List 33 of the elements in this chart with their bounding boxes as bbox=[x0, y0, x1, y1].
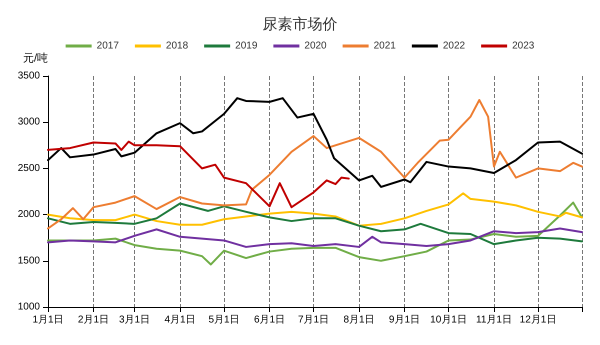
x-tick-label: 2月1日 bbox=[78, 314, 110, 326]
y-tick-label: 3500 bbox=[18, 70, 40, 82]
legend-label: 2020 bbox=[304, 40, 328, 52]
y-axis-title: 元/吨 bbox=[22, 52, 48, 64]
x-tick-label: 10月1日 bbox=[430, 314, 467, 326]
legend-label: 2021 bbox=[374, 40, 396, 52]
x-tick-label: 7月1日 bbox=[298, 314, 330, 326]
line-series bbox=[47, 227, 583, 248]
x-tick-label: 8月1日 bbox=[343, 314, 375, 326]
x-tick-label: 12月1日 bbox=[520, 314, 556, 326]
line-series bbox=[47, 202, 583, 246]
line-series bbox=[47, 140, 350, 208]
line-series bbox=[47, 192, 583, 227]
x-tick-label: 5月1日 bbox=[208, 314, 240, 326]
x-tick-label: 3月1日 bbox=[118, 314, 150, 326]
x-tick-label: 4月1日 bbox=[164, 314, 196, 326]
legend-label: 2022 bbox=[442, 40, 466, 52]
x-tick-label: 9月1日 bbox=[388, 314, 420, 326]
y-tick-label: 1000 bbox=[18, 302, 40, 312]
x-tick-label: 11月1日 bbox=[476, 314, 512, 326]
y-tick-label: 2000 bbox=[18, 209, 40, 220]
chart-title: 尿素市场价 bbox=[262, 16, 338, 33]
x-tick-label: 6月1日 bbox=[254, 314, 286, 326]
legend-label: 2019 bbox=[235, 40, 258, 52]
legend-label: 2017 bbox=[96, 40, 120, 52]
x-tick-label: 1月1日 bbox=[32, 314, 64, 326]
y-tick-label: 1500 bbox=[18, 255, 40, 266]
y-tick-label: 3000 bbox=[18, 116, 40, 128]
line-series bbox=[47, 99, 583, 230]
line-series bbox=[47, 202, 583, 266]
legend-label: 2018 bbox=[166, 40, 189, 52]
legend-label: 2023 bbox=[512, 40, 535, 52]
y-tick-label: 2500 bbox=[18, 162, 40, 174]
